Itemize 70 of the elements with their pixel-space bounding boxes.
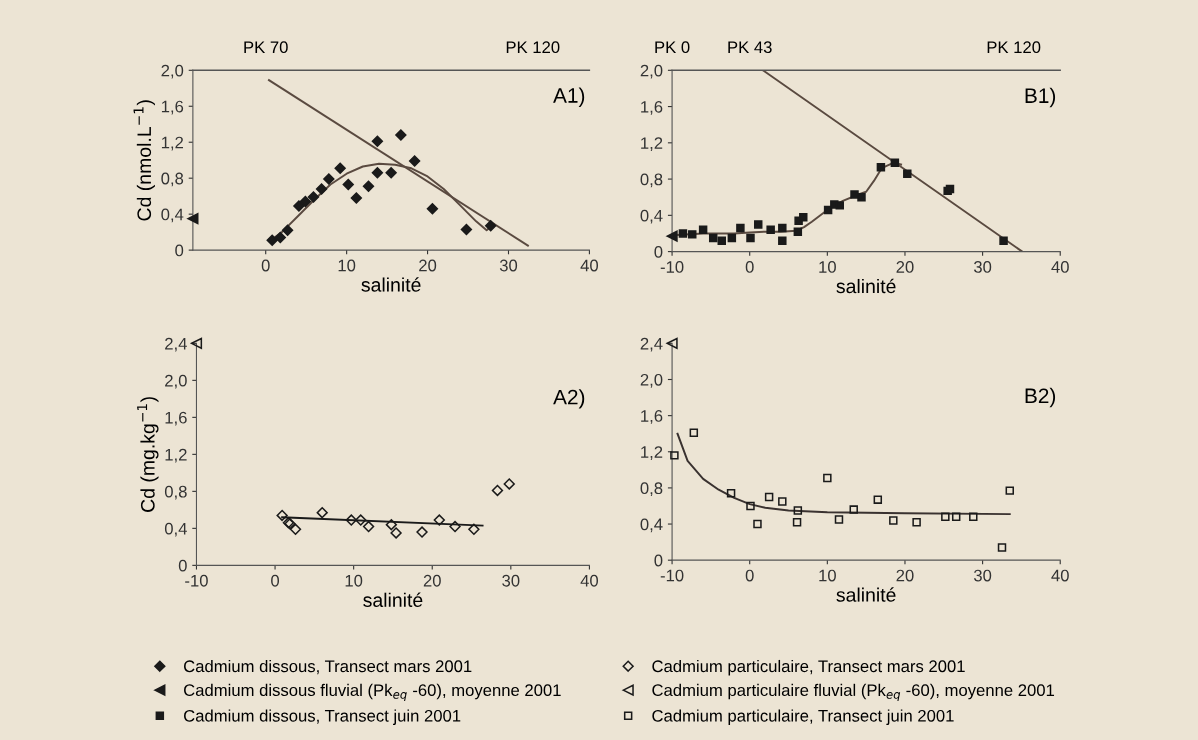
annotation: B1) <box>1025 87 1056 108</box>
legend-label: Cadmium particulaire, Transect mars 2001 <box>652 659 965 676</box>
y-tick-label: 0 <box>654 246 663 258</box>
y-tick-label: 0,4 <box>164 522 187 537</box>
x-tick-label: 10 <box>345 574 363 587</box>
annotation: PK 70 <box>244 41 288 54</box>
x-tick-label: 10 <box>338 259 356 272</box>
y-tick-label: 2,0 <box>161 64 184 79</box>
y-tick-label: 0,8 <box>161 172 184 187</box>
y-tick-label: 2,0 <box>165 374 187 389</box>
x-tick-label: 30 <box>973 261 992 273</box>
x-tick-label: -10 <box>660 569 684 582</box>
x-tick-label: 40 <box>580 574 599 587</box>
y-tick-label: 0,8 <box>640 482 663 497</box>
x-tick-label: 40 <box>1051 569 1069 582</box>
y-axis-title: Cd (nmol.L$^{−1}$) <box>133 100 155 221</box>
y-tick-label: 1,6 <box>165 411 187 426</box>
annotation: PK 43 <box>728 41 772 54</box>
y-tick-label: 0 <box>175 244 184 257</box>
legend-label: Cadmium dissous, Transect mars 2001 <box>184 659 472 675</box>
y-tick-label: 1,6 <box>161 100 184 115</box>
x-tick-label: -10 <box>660 261 684 273</box>
y-tick-label: 1,6 <box>641 100 663 115</box>
y-tick-label: 2,4 <box>165 337 187 352</box>
annotation: PK 120 <box>987 41 1041 54</box>
y-tick-label: 2,4 <box>640 337 663 352</box>
x-tick-label: 40 <box>1051 261 1069 273</box>
y-tick-label: 0,4 <box>640 518 663 533</box>
y-tick-label: 0,4 <box>640 209 663 224</box>
x-tick-label: -10 <box>185 574 208 587</box>
y-tick-label: 1,2 <box>165 448 187 463</box>
annotation: B2) <box>1025 387 1056 408</box>
x-tick-label: 30 <box>502 574 520 587</box>
x-axis-title: salinité <box>836 278 896 294</box>
x-tick-label: 10 <box>819 569 836 582</box>
x-tick-label: 30 <box>499 259 518 272</box>
y-tick-label: 0,8 <box>640 173 663 188</box>
y-tick-label: 0,8 <box>164 485 187 500</box>
x-axis-title: salinité <box>836 587 896 602</box>
legend-label: Cadmium dissous, Transect juin 2001 <box>184 709 461 725</box>
x-tick-label: 20 <box>419 259 437 272</box>
x-tick-label: 0 <box>745 569 754 582</box>
annotation: PK 0 <box>655 41 690 54</box>
annotation: PK 120 <box>506 41 560 54</box>
y-tick-label: 1,6 <box>641 410 663 424</box>
x-tick-label: 0 <box>261 259 270 272</box>
x-axis-title: salinité <box>363 592 423 607</box>
legend-label: Cadmium particulaire, Transect juin 2001 <box>652 709 954 725</box>
y-tick-label: 1,2 <box>161 136 184 151</box>
y-tick-label: 2,0 <box>640 373 663 388</box>
x-tick-label: 20 <box>896 569 914 582</box>
x-tick-label: 20 <box>896 261 914 273</box>
y-tick-label: 0 <box>654 554 663 567</box>
y-axis-title: Cd (mg.kg$^{−1}$) <box>137 397 159 512</box>
x-tick-label: 40 <box>580 259 599 272</box>
x-tick-label: 20 <box>423 574 441 587</box>
y-tick-label: 0 <box>178 559 187 572</box>
x-tick-label: 0 <box>271 574 280 587</box>
x-tick-label: 10 <box>819 261 836 273</box>
legend-label: Cadmium dissous fluvial (Pk$_{eq}$ -60), moyenne 2001 <box>184 683 561 702</box>
y-tick-label: 2,0 <box>640 64 663 79</box>
legend-label: Cadmium particulaire fluvial (Pk$_{eq}$ -60), moyenne 2001 <box>652 683 1055 702</box>
y-tick-label: 1,2 <box>641 137 663 151</box>
y-tick-label: 1,2 <box>641 446 663 460</box>
x-tick-label: 0 <box>745 261 754 273</box>
y-tick-label: 0,4 <box>161 208 184 223</box>
x-axis-title: salinité <box>361 277 421 292</box>
x-tick-label: 30 <box>973 569 992 582</box>
annotation: A1) <box>553 87 585 107</box>
annotation: A2) <box>553 389 585 409</box>
